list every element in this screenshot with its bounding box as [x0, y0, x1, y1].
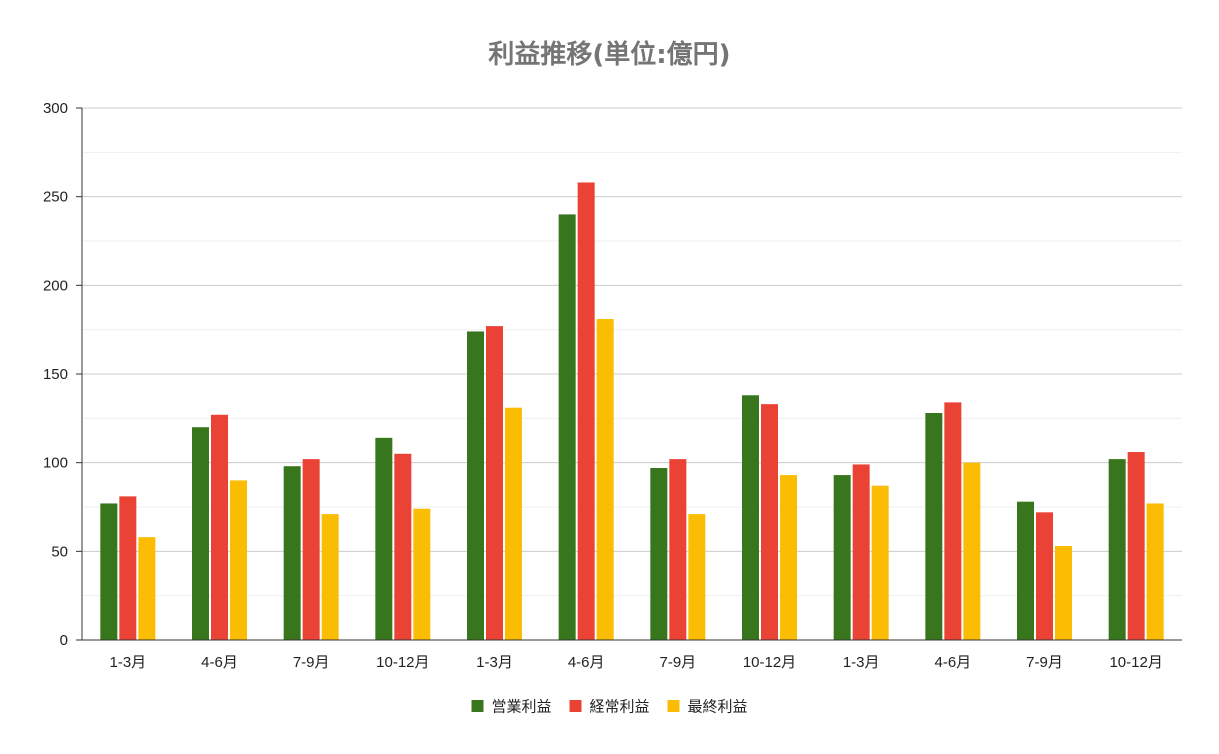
x-tick-label: 1-3月 — [843, 654, 880, 671]
bar — [925, 413, 943, 640]
bar — [505, 407, 522, 640]
y-tick-label: 100 — [43, 455, 68, 472]
x-tick-label: 1-3月 — [476, 654, 513, 671]
bar — [871, 485, 889, 640]
bar — [833, 475, 851, 640]
x-tick-label: 4-6月 — [568, 654, 605, 671]
bar — [302, 459, 320, 640]
bar — [1017, 501, 1034, 640]
bar — [1108, 459, 1126, 640]
legend-swatch — [471, 700, 484, 712]
bar — [852, 464, 870, 640]
x-tick-label: 7-9月 — [659, 654, 696, 671]
y-tick-label: 300 — [43, 100, 68, 117]
x-tick-label: 4-6月 — [934, 654, 971, 671]
y-tick-label: 150 — [43, 366, 68, 383]
legend-label: 経常利益 — [590, 698, 650, 716]
bar — [321, 514, 339, 640]
x-tick-label: 7-9月 — [293, 654, 330, 671]
x-tick-label: 7-9月 — [1026, 654, 1063, 671]
bar — [230, 480, 247, 640]
bar — [963, 462, 981, 640]
bar — [650, 467, 668, 640]
chart-title: 利益推移(単位:億円) — [488, 40, 731, 70]
bar — [119, 496, 137, 640]
bar — [283, 466, 301, 640]
bar — [467, 331, 484, 640]
bar — [100, 503, 118, 640]
bar — [688, 514, 706, 640]
bar — [944, 402, 962, 640]
y-tick-label: 50 — [51, 543, 68, 560]
bar — [486, 326, 503, 640]
legend-swatch — [667, 700, 680, 712]
bar — [394, 453, 412, 640]
bar — [1036, 512, 1053, 640]
legend-swatch — [569, 700, 582, 712]
bar — [413, 508, 431, 640]
bar — [577, 182, 595, 641]
bar — [211, 414, 228, 640]
y-tick-label: 200 — [43, 277, 68, 294]
bar — [138, 537, 156, 640]
bar — [558, 214, 576, 640]
bar — [761, 404, 778, 640]
bar — [780, 475, 797, 640]
bar — [742, 395, 759, 640]
y-tick-label: 250 — [43, 189, 68, 206]
y-tick-label: 0 — [60, 632, 68, 649]
bar — [1146, 503, 1164, 640]
x-tick-label: 4-6月 — [201, 654, 238, 671]
bar — [192, 427, 209, 640]
x-tick-label: 10-12月 — [1109, 654, 1162, 671]
x-tick-label: 10-12月 — [743, 654, 796, 671]
bar — [596, 319, 614, 640]
legend-label: 営業利益 — [492, 698, 552, 716]
x-tick-label: 10-12月 — [376, 654, 429, 671]
bar — [669, 459, 687, 640]
x-tick-label: 1-3月 — [109, 654, 146, 671]
bar — [375, 437, 393, 640]
legend-label: 最終利益 — [688, 698, 748, 716]
bar — [1055, 546, 1072, 640]
bar — [1127, 452, 1145, 640]
